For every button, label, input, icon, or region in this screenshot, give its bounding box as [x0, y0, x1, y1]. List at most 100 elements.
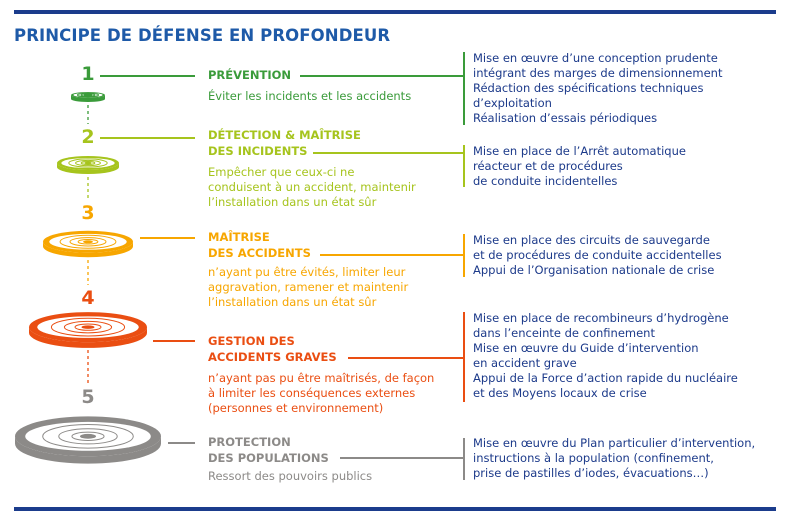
action-line: Mise en œuvre du Guide d’intervention: [473, 341, 699, 355]
level-actions: Mise en œuvre du Plan particulier d’inte…: [473, 436, 755, 481]
disc-ring: [58, 428, 118, 445]
disc-ring: [71, 431, 105, 442]
action-line: Mise en œuvre du Plan particulier d’inte…: [473, 436, 756, 450]
level-title-line: MAÎTRISE: [208, 230, 270, 244]
level-connector-line: [140, 237, 195, 239]
disc-ring: [50, 317, 126, 337]
action-line: en accident grave: [473, 356, 577, 370]
action-line: Réalisation d’essais périodiques: [473, 111, 658, 125]
level-title-line: DES INCIDENTS: [208, 144, 308, 158]
description-line: n’ayant pas pu être maîtrisés, de façon: [208, 371, 435, 385]
bracket-line: [463, 438, 465, 480]
disc-rim: [71, 95, 105, 102]
level-title-line: PROTECTION: [208, 435, 291, 449]
disc-rim: [29, 327, 147, 348]
disc-center: [79, 433, 97, 439]
disc-ring: [75, 159, 101, 167]
title-connector-line: [348, 357, 463, 359]
action-line: dans l’enceinte de confinement: [473, 326, 655, 340]
level-title-line: ACCIDENTS GRAVES: [208, 350, 337, 364]
level-title-line: GESTION DES: [208, 334, 295, 348]
disc-center: [83, 240, 93, 244]
action-line: Appui de la Force d’action rapide du nuc…: [473, 371, 738, 385]
description-line: conduisent à un accident, maintenir: [208, 180, 416, 194]
action-line: Rédaction des spécifications techniques: [473, 81, 704, 95]
action-line: Appui de l’Organisation nationale de cri…: [473, 263, 715, 277]
level-actions: Mise en place de recombineurs d’hydrogèn…: [473, 311, 738, 401]
level-title-line: DÉTECTION & MAÎTRISE: [208, 128, 361, 142]
disc-rim: [15, 436, 161, 464]
description-line: Empêcher que ceux-ci ne: [208, 165, 355, 179]
action-line: Mise en place de l’Arrêt automatique: [473, 144, 686, 158]
action-line: Mise en place des circuits de sauvegarde: [473, 233, 710, 247]
disc-ring: [77, 238, 99, 245]
disc-ring: [74, 323, 102, 331]
level-title-line: DES POPULATIONS: [208, 451, 329, 465]
level-number: 3: [81, 202, 95, 224]
level-actions: Mise en place de l’Arrêt automatique réac…: [473, 144, 686, 189]
level-title: PRÉVENTION: [208, 67, 291, 83]
disc-center: [85, 93, 91, 97]
action-line: de conduite incidentelles: [473, 174, 618, 188]
level-description: Ressort des pouvoirs publics: [208, 469, 372, 484]
bracket-line: [463, 52, 465, 125]
level-actions: Mise en place des circuits de sauvegarde…: [473, 233, 722, 278]
disc-ring: [76, 92, 100, 98]
title-connector-line: [313, 152, 463, 154]
action-line: d’exploitation: [473, 96, 552, 110]
level-title: DÉTECTION & MAÎTRISE DES INCIDENTS: [208, 127, 361, 159]
level-connector-line: [100, 75, 195, 77]
action-line: intégrant des marges de dimensionnement: [473, 66, 723, 80]
description-line: n’ayant pu être évités, limiter leur: [208, 265, 406, 279]
bottom-bar: [14, 507, 776, 511]
description-line: (personnes et environnement): [208, 401, 384, 415]
action-line: Mise en œuvre d’une conception prudente: [473, 51, 718, 65]
bracket-line: [463, 234, 465, 277]
level-description: Éviter les incidents et les accidents: [208, 89, 411, 104]
disc-ring: [59, 234, 117, 249]
disc-rim: [57, 163, 119, 174]
level-actions: Mise en œuvre d’une conception prudente i…: [473, 51, 722, 126]
level-title: PROTECTION DES POPULATIONS: [208, 434, 329, 466]
disc-center: [81, 325, 95, 329]
disc-ring: [68, 158, 108, 168]
disc-ring: [63, 320, 113, 334]
description-line: aggravation, ramener et maintenir: [208, 280, 409, 294]
title-connector-line: [300, 75, 463, 77]
level-number: 4: [81, 287, 95, 309]
level-number: 5: [81, 386, 95, 408]
level-number: 1: [81, 63, 95, 85]
disc-ring: [69, 237, 107, 247]
bracket-line: [463, 312, 465, 402]
level-title-line: DES ACCIDENTS: [208, 246, 311, 260]
level-connector-line: [168, 442, 195, 444]
action-line: et de procédures de conduite accidentell…: [473, 248, 722, 262]
bracket-line: [463, 145, 465, 187]
description-line: Éviter les incidents et les accidents: [208, 89, 412, 103]
disc-ring: [42, 424, 134, 449]
description-line: l’installation dans un état sûr: [208, 195, 377, 209]
top-bar: [14, 10, 776, 14]
description-line: à limiter les conséquences externes: [208, 386, 416, 400]
level-description: n’ayant pu être évités, limiter leur aggr…: [208, 265, 408, 310]
description-line: l’installation dans un état sûr: [208, 295, 377, 309]
disc-rim: [43, 241, 133, 258]
disc-center: [84, 161, 92, 165]
level-title-line: PRÉVENTION: [208, 68, 292, 82]
action-line: Mise en place de recombineurs d’hydrogèn…: [473, 311, 729, 325]
title-connector-line: [320, 254, 463, 256]
level-number: 2: [81, 126, 95, 148]
action-line: réacteur et de procédures: [473, 159, 623, 173]
action-line: instructions à la population (confinemen…: [473, 451, 714, 465]
action-line: prise de pastilles d’iodes, évacuations……: [473, 466, 709, 480]
action-line: et des Moyens locaux de crise: [473, 386, 647, 400]
title-connector-line: [340, 457, 463, 459]
diagram-title: PRINCIPE DE DÉFENSE EN PROFONDEUR: [14, 26, 391, 45]
level-title: GESTION DES ACCIDENTS GRAVES: [208, 333, 337, 365]
description-line: Ressort des pouvoirs publics: [208, 469, 373, 483]
level-description: n’ayant pas pu être maîtrisés, de façon à…: [208, 371, 434, 416]
level-description: Empêcher que ceux-ci ne conduisent à un a…: [208, 165, 416, 210]
level-connector-line: [153, 340, 195, 342]
level-connector-line: [100, 137, 195, 139]
